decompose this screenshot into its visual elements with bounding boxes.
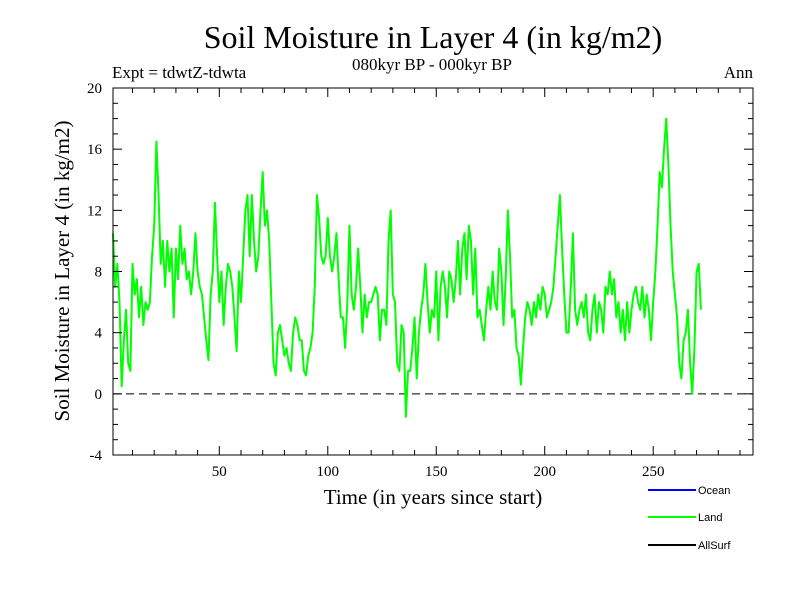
chart-subtitle: 080kyr BP - 000kyr BP <box>352 55 512 74</box>
chart-title: Soil Moisture in Layer 4 (in kg/m2) <box>204 19 663 55</box>
x-tick-label: 250 <box>642 464 665 480</box>
y-axis-label: Soil Moisture in Layer 4 (in kg/m2) <box>50 121 74 422</box>
y-tick-label: 20 <box>87 81 102 97</box>
x-tick-label: 50 <box>212 464 227 480</box>
season-label: Ann <box>724 63 754 82</box>
legend-label-land: Land <box>698 512 722 524</box>
x-tick-label: 100 <box>317 464 340 480</box>
x-tick-label: 200 <box>533 464 556 480</box>
series-line-land <box>112 117 702 418</box>
x-tick-label: 150 <box>425 464 448 480</box>
x-axis-label: Time (in years since start) <box>324 485 543 509</box>
y-tick-label: -4 <box>90 448 103 464</box>
legend-label-allsurf: AllSurf <box>698 540 731 552</box>
legend-entry-ocean: Ocean <box>648 485 730 497</box>
legend: Ocean Land AllSurf <box>648 485 731 552</box>
y-tick-label: 0 <box>95 387 103 403</box>
legend-label-ocean: Ocean <box>698 485 730 497</box>
y-tick-label: 4 <box>95 326 103 342</box>
plot-frame <box>112 87 754 456</box>
experiment-label: Expt = tdwtZ-tdwta <box>112 63 247 82</box>
plot-area: 50 100 150 200 250 -4 0 4 8 12 16 20 <box>87 81 754 480</box>
legend-entry-allsurf: AllSurf <box>648 540 731 552</box>
y-tick-label: 12 <box>87 203 102 219</box>
y-tick-label: 16 <box>87 142 103 158</box>
legend-entry-land: Land <box>648 512 722 524</box>
y-tick-label: 8 <box>95 265 103 281</box>
